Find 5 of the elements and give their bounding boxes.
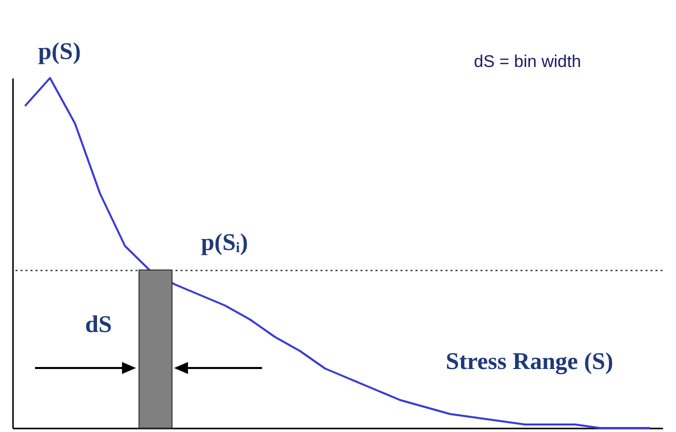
annotation: dS [85, 312, 112, 338]
annotation: p(Sᵢ) [201, 230, 248, 256]
text: p(S) [38, 39, 81, 65]
annotation: Stress Range (S) [446, 349, 614, 375]
text: dS = bin width [474, 52, 582, 71]
